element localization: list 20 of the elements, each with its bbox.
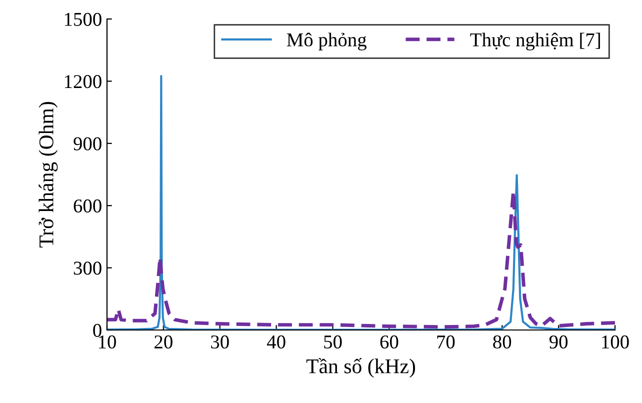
x-axis-title: Tần số (kHz) <box>306 358 416 378</box>
y-tick-label: 1500 <box>64 12 102 26</box>
y-tick-label: 1200 <box>64 75 102 88</box>
y-tick-label: 300 <box>74 262 102 275</box>
y-tick-label: 0 <box>93 324 102 337</box>
x-tick-label: 40 <box>266 335 286 349</box>
y-tick-label: 600 <box>74 199 102 213</box>
x-tick-label: 90 <box>549 335 568 349</box>
x-tick-label: 80 <box>493 335 512 349</box>
x-tick-label: 70 <box>437 335 455 349</box>
x-tick-label: 100 <box>602 335 629 349</box>
x-tick-label: 10 <box>98 335 116 349</box>
x-tick-label: 60 <box>380 335 398 349</box>
legend-label: Thực nghiệm [7] <box>470 32 600 50</box>
x-tick-label: 30 <box>211 335 229 349</box>
y-tick-label: 900 <box>74 137 102 150</box>
y-axis-title: Trở kháng (Ohm) <box>38 102 58 248</box>
legend-label: Mô phỏng <box>286 32 366 50</box>
x-tick-label: 50 <box>324 335 342 349</box>
x-tick-label: 20 <box>154 335 172 349</box>
